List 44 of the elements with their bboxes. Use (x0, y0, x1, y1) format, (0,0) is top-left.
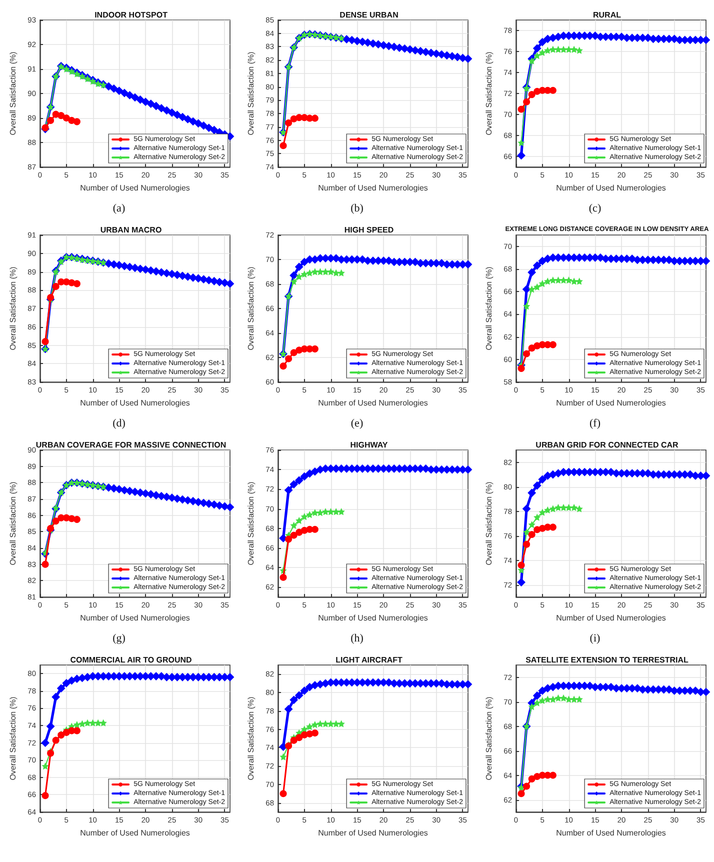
chart-title: URBAN GRID FOR CONNECTED CAR (536, 440, 679, 450)
chart-title: RURAL (593, 10, 622, 20)
chart-title: INDOOR HOTSPOT (94, 10, 168, 20)
text: (f) (590, 418, 601, 430)
text: (b) (350, 202, 364, 214)
y-axis-title: Overall Satisfaction (%) (484, 481, 494, 566)
y-axis-title: Overall Satisfaction (%) (8, 266, 18, 350)
chart-title: HIGH SPEED (344, 226, 394, 234)
y-axis-title: Overall Satisfaction (%) (8, 481, 18, 566)
chart-title: DENSE URBAN (340, 10, 399, 20)
x-axis-title: Number of Used Numerologies (556, 183, 666, 192)
y-axis-title: Overall Satisfaction (%) (246, 696, 256, 780)
y-axis-title: Overall Satisfaction (%) (246, 51, 256, 136)
chart-title: URBAN COVERAGE FOR MASSIVE CONNECTION (36, 440, 226, 450)
chart-title: LIGHT AIRCRAFT (336, 656, 403, 664)
text: (i) (590, 632, 601, 644)
x-axis-title: Number of Used Numerologies (80, 398, 190, 408)
x-axis-title: Number of Used Numerologies (556, 828, 666, 838)
chart-title: URBAN MACRO (100, 226, 162, 234)
y-axis-title: Overall Satisfaction (%) (8, 696, 18, 780)
x-axis-title: Number of Used Numerologies (556, 613, 666, 622)
y-axis-title: Overall Satisfaction (%) (484, 51, 494, 136)
x-axis-title: Number of Used Numerologies (80, 183, 190, 192)
x-axis-title: Number of Used Numerologies (318, 183, 428, 192)
text: (a) (112, 202, 126, 214)
text: (h) (350, 632, 364, 644)
y-axis-title: Overall Satisfaction (%) (484, 266, 494, 350)
x-axis-title: Number of Used Numerologies (80, 613, 190, 622)
chart-title: HIGHWAY (350, 440, 388, 450)
x-axis-title: Number of Used Numerologies (556, 398, 666, 408)
x-axis-title: Number of Used Numerologies (318, 828, 428, 838)
text: (d) (112, 418, 126, 430)
x-axis-title: Number of Used Numerologies (318, 613, 428, 622)
x-axis-title: Number of Used Numerologies (80, 828, 190, 838)
chart-title: SATELLITE EXTENSION TO TERRESTRIAL (526, 656, 689, 664)
text: (e) (350, 418, 364, 430)
text: (c) (588, 202, 602, 214)
x-axis-title: Number of Used Numerologies (318, 398, 428, 408)
y-axis-title: Overall Satisfaction (%) (484, 696, 494, 780)
y-axis-title: Overall Satisfaction (%) (8, 51, 18, 136)
text: (g) (112, 632, 126, 644)
y-axis-title: Overall Satisfaction (%) (246, 266, 256, 350)
chart-title: COMMERCIAL AIR TO GROUND (70, 656, 192, 664)
y-axis-title: Overall Satisfaction (%) (246, 481, 256, 566)
